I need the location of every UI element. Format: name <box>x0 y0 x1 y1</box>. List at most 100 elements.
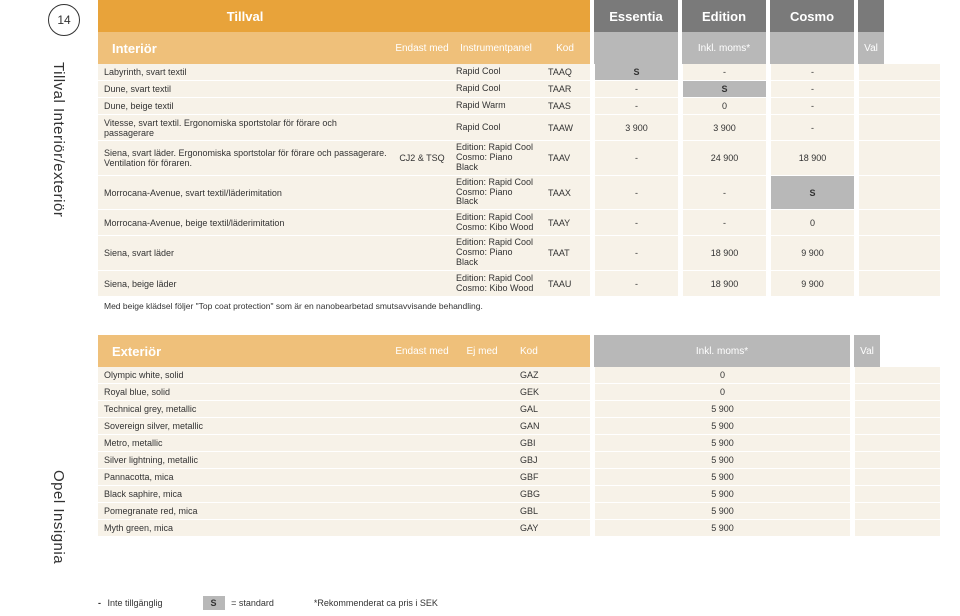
table-row: Dune, beige textilRapid WarmTAAS-0- <box>98 98 940 115</box>
cell-kod: GBL <box>512 503 590 519</box>
table-row: Morrocana-Avenue, beige textil/läderimit… <box>98 210 940 236</box>
cell-instrumentpanel: Edition: Rapid CoolCosmo: Kibo Wood <box>452 210 540 235</box>
cell-trim-0: - <box>594 176 678 210</box>
exterior-table-body: Olympic white, solidGAZ0Royal blue, soli… <box>98 367 940 537</box>
cell-val <box>854 503 880 519</box>
legend-rec: *Rekommenderat ca pris i SEK <box>314 598 438 608</box>
cell-trim-0: - <box>594 271 678 296</box>
cell-price: 5 900 <box>594 520 850 536</box>
cell-endast-med <box>392 64 452 80</box>
table-row: Olympic white, solidGAZ0 <box>98 367 940 384</box>
cell-price: 5 900 <box>594 486 850 502</box>
subheader-instrumentpanel: Instrumentpanel <box>452 32 540 64</box>
cell-desc: Labyrinth, svart textil <box>98 64 392 80</box>
header-spacer-kod <box>540 0 590 32</box>
cell-desc: Siena, svart läder <box>98 236 392 270</box>
cell-ej-med <box>452 452 512 468</box>
legend-s-symbol: S <box>203 596 225 610</box>
cell-ej-med <box>452 503 512 519</box>
cell-val <box>858 64 884 80</box>
interior-table-body: Labyrinth, svart textilRapid CoolTAAQS--… <box>98 64 940 297</box>
legend-dash-label: Inte tillgänglig <box>108 598 163 608</box>
cell-instrumentpanel: Edition: Rapid CoolCosmo: Piano Black <box>452 236 540 270</box>
cell-trim-2: 18 900 <box>770 141 854 175</box>
cell-endast-med <box>392 435 452 451</box>
cell-val <box>858 115 884 140</box>
cell-trim-2: - <box>770 115 854 140</box>
cell-instrumentpanel: Rapid Cool <box>452 64 540 80</box>
sidebar-label-bottom: Opel Insignia <box>50 470 67 610</box>
cell-kod: TAAU <box>540 271 590 296</box>
cell-val <box>854 435 880 451</box>
cell-val <box>854 418 880 434</box>
cell-endast-med <box>392 384 452 400</box>
cell-val <box>854 469 880 485</box>
cell-endast-med <box>392 176 452 210</box>
header-sub: Interiör Endast med Instrumentpanel Kod … <box>98 32 940 64</box>
cell-trim-0: S <box>594 64 678 80</box>
cell-kod: GBF <box>512 469 590 485</box>
subheader-interior: Interiör <box>98 32 392 64</box>
table-row: Black saphire, mica GBG5 900 <box>98 486 940 503</box>
cell-kod: GBG <box>512 486 590 502</box>
table-row: Royal blue, solidGEK0 <box>98 384 940 401</box>
cell-trim-2: S <box>770 176 854 210</box>
cell-trim-0: - <box>594 141 678 175</box>
cell-kod: GBJ <box>512 452 590 468</box>
cell-val <box>854 520 880 536</box>
cell-price: 5 900 <box>594 401 850 417</box>
header-spacer-ip <box>452 0 540 32</box>
subheader-trim-1 <box>594 32 678 64</box>
cell-kod: GEK <box>512 384 590 400</box>
cell-val <box>854 401 880 417</box>
table-row: Sovereign silver, metallicGAN5 900 <box>98 418 940 435</box>
cell-desc: Dune, svart textil <box>98 81 392 97</box>
table-row: Technical grey, metallicGAL5 900 <box>98 401 940 418</box>
cell-desc: Black saphire, mica <box>98 486 392 502</box>
cell-kod: TAAW <box>540 115 590 140</box>
cell-trim-1: 3 900 <box>682 115 766 140</box>
cell-desc: Pomegranate red, mica <box>98 503 392 519</box>
cell-endast-med <box>392 418 452 434</box>
cell-trim-2: 0 <box>770 210 854 235</box>
cell-endast-med <box>392 210 452 235</box>
cell-ej-med <box>452 520 512 536</box>
cell-endast-med <box>392 486 452 502</box>
header-top: Tillval Essentia Edition Cosmo <box>98 0 940 32</box>
cell-val <box>858 236 884 270</box>
subheader-endast-med: Endast med <box>392 32 452 64</box>
table-row: Myth green, micaGAY5 900 <box>98 520 940 537</box>
cell-trim-1: S <box>682 81 766 97</box>
table-row: Pomegranate red, mica GBL5 900 <box>98 503 940 520</box>
cell-price: 5 900 <box>594 418 850 434</box>
exterior-title: Exteriör <box>98 335 392 367</box>
subheader-trim-3 <box>770 32 854 64</box>
cell-desc: Vitesse, svart textil. Ergonomiska sport… <box>98 115 392 140</box>
exterior-kod: Kod <box>512 335 590 367</box>
cell-val <box>858 271 884 296</box>
cell-trim-2: - <box>770 81 854 97</box>
cell-desc: Silver lightning, metallic <box>98 452 392 468</box>
cell-price: 5 900 <box>594 469 850 485</box>
legend-dash: - Inte tillgänglig <box>98 598 163 608</box>
cell-desc: Royal blue, solid <box>98 384 392 400</box>
cell-kod: GAN <box>512 418 590 434</box>
cell-trim-0: - <box>594 210 678 235</box>
legend-s-label: = standard <box>231 598 274 608</box>
cell-endast-med <box>392 367 452 383</box>
header-spacer-em <box>392 0 452 32</box>
table-row: Siena, beige läderEdition: Rapid CoolCos… <box>98 271 940 297</box>
legend-s: S = standard <box>203 596 274 610</box>
header-trim-3: Cosmo <box>770 0 854 32</box>
subheader-inkl-moms: Inkl. moms* <box>682 32 766 64</box>
cell-trim-1: - <box>682 176 766 210</box>
legend-dash-symbol: - <box>98 598 101 608</box>
cell-endast-med <box>392 469 452 485</box>
cell-trim-1: 0 <box>682 98 766 114</box>
cell-trim-1: - <box>682 64 766 80</box>
cell-price: 5 900 <box>594 503 850 519</box>
cell-kod: GAZ <box>512 367 590 383</box>
cell-price: 5 900 <box>594 452 850 468</box>
cell-trim-2: - <box>770 98 854 114</box>
cell-price: 0 <box>594 367 850 383</box>
